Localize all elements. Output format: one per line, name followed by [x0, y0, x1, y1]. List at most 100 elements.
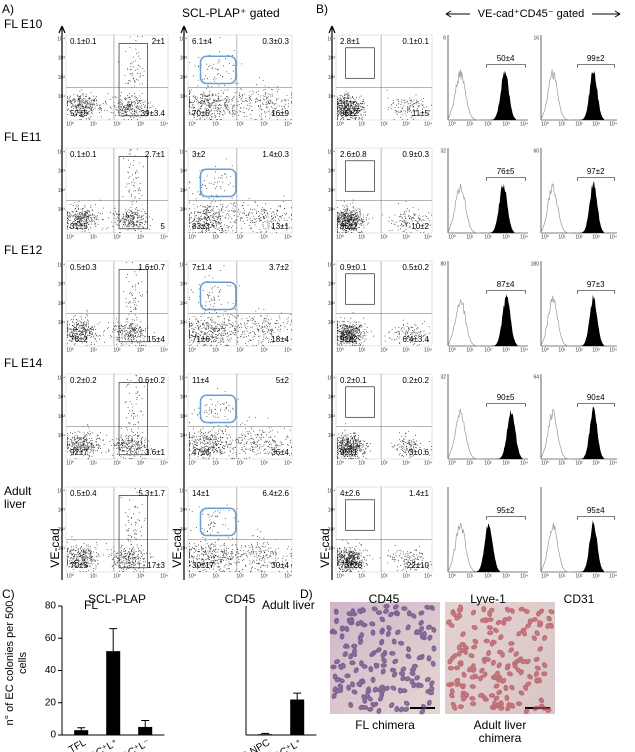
x-axis-label: SCL-PLAP — [88, 592, 146, 606]
x-tick-label: 10⁰ — [336, 234, 344, 240]
event-dots — [337, 539, 432, 572]
y-max-label: 64 — [533, 374, 539, 380]
quadrant-value: 30±17 — [192, 561, 215, 570]
x-tick-label: 10³ — [402, 121, 410, 127]
quadrant-value: 2.7±1 — [145, 150, 166, 159]
control-histogram — [447, 522, 480, 573]
x-tick-label: 10² — [484, 234, 492, 240]
x-tick-label: 10⁴ — [609, 573, 617, 579]
x-tick-label: 10⁰ — [336, 347, 344, 353]
plot-frame — [65, 260, 169, 347]
y-axis-label: VE-cad — [170, 528, 184, 567]
x-tick-label: 10² — [236, 460, 244, 466]
x-tick-label: 10⁰ — [541, 573, 549, 579]
x-tick-label: 10¹ — [558, 573, 566, 579]
x-tick-label: 10⁰ — [541, 460, 549, 466]
y-tick-label: 10¹ — [180, 433, 188, 439]
x-axis-label: Lyve-1 — [470, 592, 506, 606]
quadrant-value: 15±4 — [147, 335, 165, 344]
x-tick-label: 10⁴ — [609, 234, 617, 240]
quadrant-value: 6.1±4 — [192, 37, 213, 46]
positive-value: 90±4 — [587, 393, 605, 402]
y-tick-label: 20 — [45, 697, 57, 708]
y-max-label: 32 — [440, 374, 446, 380]
row-label: FL E14 — [4, 356, 43, 370]
x-tick-label: 10² — [575, 234, 583, 240]
axis-arrow — [328, 25, 336, 580]
y-tick-label: 10⁴ — [179, 149, 187, 155]
quadrant-value: 86±2 — [340, 222, 358, 231]
quadrant-value: 70±5 — [70, 561, 88, 570]
y-tick-label: 10³ — [58, 56, 66, 62]
event-dots — [189, 158, 292, 233]
x-tick-label: 10¹ — [90, 234, 98, 240]
quadrant-value: 2.8±1 — [340, 37, 361, 46]
y-tick-label: 10¹ — [180, 320, 188, 326]
x-tick-label: 10² — [575, 460, 583, 466]
bar — [106, 651, 121, 735]
quadrant-value: 22±10 — [407, 561, 430, 570]
axis-arrow — [58, 25, 66, 580]
positive-bracket — [577, 177, 616, 181]
y-axis-label: VE-cad — [48, 528, 62, 567]
y-tick-label: 10¹ — [180, 546, 188, 552]
y-tick-label: 10¹ — [58, 94, 66, 100]
gate — [345, 47, 375, 79]
plot-frame — [65, 373, 169, 460]
x-tick-label: 10⁴ — [424, 460, 432, 466]
y-tick-label: 10¹ — [180, 94, 188, 100]
y-tick-label: 10² — [328, 414, 336, 420]
quadrant-value: 0.3±0.3 — [262, 37, 289, 46]
x-tick-label: 10² — [575, 573, 583, 579]
y-tick-label: 10⁴ — [57, 262, 65, 268]
plot-frame — [335, 486, 433, 573]
x-tick-label: 10⁰ — [66, 460, 74, 466]
x-tick-label: 10³ — [260, 460, 268, 466]
quadrant-value: 1.4±0.3 — [262, 150, 289, 159]
x-tick-label: 10⁰ — [188, 121, 196, 127]
x-tick-label: 10⁴ — [284, 573, 292, 579]
y-tick-label: 10⁴ — [327, 149, 335, 155]
y-tick-label: 10⁴ — [327, 488, 335, 494]
error-bar — [141, 719, 150, 727]
x-tick-label: 10¹ — [358, 460, 366, 466]
x-tick-label: 10⁰ — [188, 573, 196, 579]
y-tick-label: 10⁴ — [327, 262, 335, 268]
x-tick-label: 10¹ — [90, 460, 98, 466]
x-tick-label: 10³ — [402, 234, 410, 240]
quadrant-value: 76±2 — [70, 335, 88, 344]
y-tick-label: 10¹ — [58, 433, 66, 439]
x-tick-label: 10³ — [592, 573, 600, 579]
x-tick-label: 10² — [236, 573, 244, 579]
chart-title: FL — [84, 598, 98, 612]
control-histogram — [447, 183, 480, 234]
event-dots — [337, 312, 430, 346]
y-tick-label: 10¹ — [58, 207, 66, 213]
gate — [118, 156, 149, 230]
y-tick-label: 10³ — [58, 395, 66, 401]
x-tick-label: 10¹ — [212, 347, 220, 353]
y-tick-label: 10³ — [180, 395, 188, 401]
quadrant-value: 3±2 — [192, 150, 206, 159]
y-tick-label: 10³ — [180, 56, 188, 62]
y-tick-label: 60 — [45, 633, 57, 644]
y-max-label: 60 — [533, 148, 539, 154]
x-tick-label: 10¹ — [466, 234, 474, 240]
quadrant-value: 92±7 — [70, 448, 88, 457]
control-histogram — [540, 69, 572, 121]
x-tick-label: 10² — [575, 121, 583, 127]
positive-value: 95±4 — [587, 506, 605, 515]
x-tick-label: 10² — [113, 573, 121, 579]
x-tick-label: 10⁰ — [448, 460, 456, 466]
x-tick-label: LSEC-NPC — [223, 737, 272, 752]
positive-value: 50±4 — [497, 54, 515, 63]
quadrant-value: 5±2 — [276, 376, 290, 385]
quadrant-value: 95±1 — [340, 448, 358, 457]
quadrant-value: 4±2.6 — [340, 489, 361, 498]
error-bar — [77, 727, 86, 731]
x-tick-label: 10³ — [137, 121, 145, 127]
event-dots — [189, 388, 292, 459]
quadrant-value: 83±3 — [192, 222, 210, 231]
x-tick-label: 10⁰ — [188, 460, 196, 466]
y-tick-label: 10² — [58, 188, 66, 194]
